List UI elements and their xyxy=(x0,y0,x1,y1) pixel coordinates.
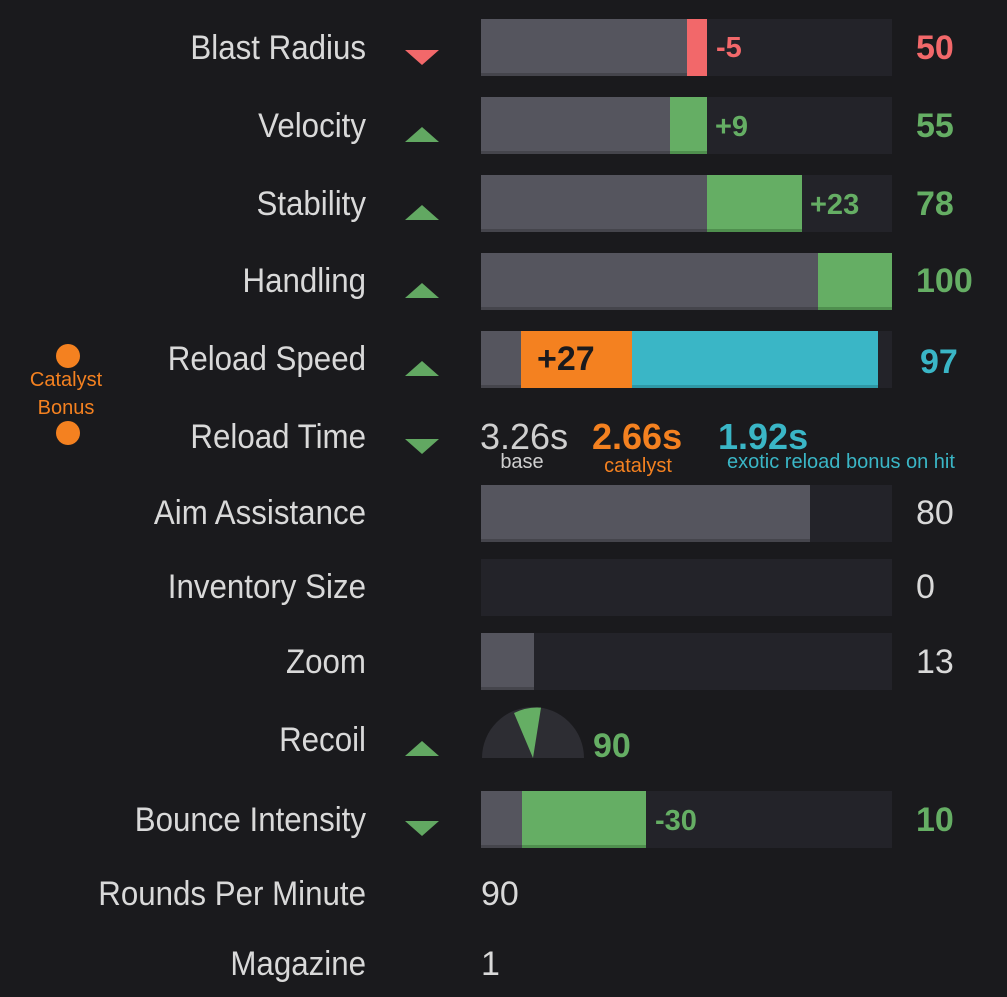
bar-base-fill xyxy=(481,485,810,542)
recoil-direction-gauge xyxy=(482,707,584,758)
reload-time-catalyst-caption: catalyst xyxy=(604,455,672,477)
stat-bar-handling xyxy=(481,253,892,310)
bar-base-fill xyxy=(481,633,534,690)
gauge-recoil-cone xyxy=(514,707,541,758)
decrease-arrow-icon xyxy=(405,50,439,65)
stat-label-reload-time: Reload Time xyxy=(190,418,366,456)
stat-delta-blast-radius: -5 xyxy=(716,32,742,64)
stat-label-bounce-intensity: Bounce Intensity xyxy=(134,801,366,839)
stat-label-blast-radius: Blast Radius xyxy=(190,29,366,67)
stat-value-handling: 100 xyxy=(916,262,973,300)
stat-bar-zoom xyxy=(481,633,892,690)
stat-label-recoil: Recoil xyxy=(279,721,366,759)
bar-penalty-fill xyxy=(522,791,646,848)
bar-bonus-fill xyxy=(707,175,802,232)
stat-bar-blast-radius xyxy=(481,19,892,76)
stat-value-bounce-intensity: 10 xyxy=(916,801,954,839)
stat-label-zoom: Zoom xyxy=(286,643,366,681)
bar-base-fill xyxy=(481,19,687,76)
stat-label-magazine: Magazine xyxy=(230,945,366,983)
catalyst-dot-bottom xyxy=(56,421,80,445)
catalyst-bonus-label-line1: Catalyst xyxy=(29,369,103,391)
stat-label-inventory-size: Inventory Size xyxy=(167,568,366,606)
bar-exotic-fill xyxy=(632,331,878,388)
stat-value-blast-radius: 50 xyxy=(916,29,954,67)
stat-bar-velocity xyxy=(481,97,892,154)
stat-delta-reload-speed: +27 xyxy=(537,340,595,378)
bar-base-fill xyxy=(481,175,707,232)
stat-value-aim-assistance: 80 xyxy=(916,494,954,532)
increase-arrow-icon xyxy=(405,127,439,142)
bar-penalty-fill xyxy=(687,19,707,76)
reload-time-catalyst: 2.66s xyxy=(592,416,683,457)
increase-arrow-icon xyxy=(405,361,439,376)
increase-arrow-icon xyxy=(405,741,439,756)
increase-arrow-icon xyxy=(405,283,439,298)
stat-value-recoil: 90 xyxy=(593,727,631,765)
stat-value-velocity: 55 xyxy=(916,107,954,145)
stat-delta-velocity: +9 xyxy=(715,111,749,143)
bar-bonus-fill xyxy=(818,253,892,310)
bar-catalyst-fill xyxy=(521,331,632,388)
increase-arrow-icon xyxy=(405,205,439,220)
stat-label-handling: Handling xyxy=(242,262,366,300)
stat-value-zoom: 13 xyxy=(916,643,954,681)
bar-base-fill xyxy=(481,791,522,848)
catalyst-dot-top xyxy=(56,344,80,368)
reload-time-exotic: 1.92s xyxy=(718,416,809,457)
catalyst-bonus-label-line2: Bonus xyxy=(37,397,95,419)
stat-value-magazine: 1 xyxy=(481,945,500,983)
stat-value-rounds-per-minute: 90 xyxy=(481,875,519,913)
bar-base-fill xyxy=(481,97,670,154)
bar-bonus-fill xyxy=(670,97,707,154)
bar-base-fill xyxy=(481,253,818,310)
reload-time-exotic-caption: exotic reload bonus on hit xyxy=(727,451,955,473)
stat-bar-aim-assistance xyxy=(481,485,892,542)
stat-value-stability: 78 xyxy=(916,185,954,223)
stat-value-reload-speed: 97 xyxy=(920,343,958,381)
stat-bar-stability xyxy=(481,175,892,232)
stat-label-stability: Stability xyxy=(256,185,366,223)
stat-label-reload-speed: Reload Speed xyxy=(167,340,366,378)
stat-value-inventory-size: 0 xyxy=(916,568,935,606)
reload-time-base: 3.26s xyxy=(480,416,569,457)
stat-label-rounds-per-minute: Rounds Per Minute xyxy=(98,875,366,913)
stat-delta-bounce-intensity: -30 xyxy=(655,805,697,837)
decrease-arrow-icon xyxy=(405,821,439,836)
bar-base-fill xyxy=(481,331,521,388)
decrease-arrow-icon xyxy=(405,439,439,454)
stat-label-aim-assistance: Aim Assistance xyxy=(153,494,366,532)
stat-bar-inventory-size xyxy=(481,559,892,616)
reload-time-base-caption: base xyxy=(500,451,544,473)
stat-label-velocity: Velocity xyxy=(258,107,366,145)
stat-delta-stability: +23 xyxy=(810,189,860,221)
stat-bar-reload-speed xyxy=(481,331,892,388)
stat-bar-bounce-intensity xyxy=(481,791,892,848)
